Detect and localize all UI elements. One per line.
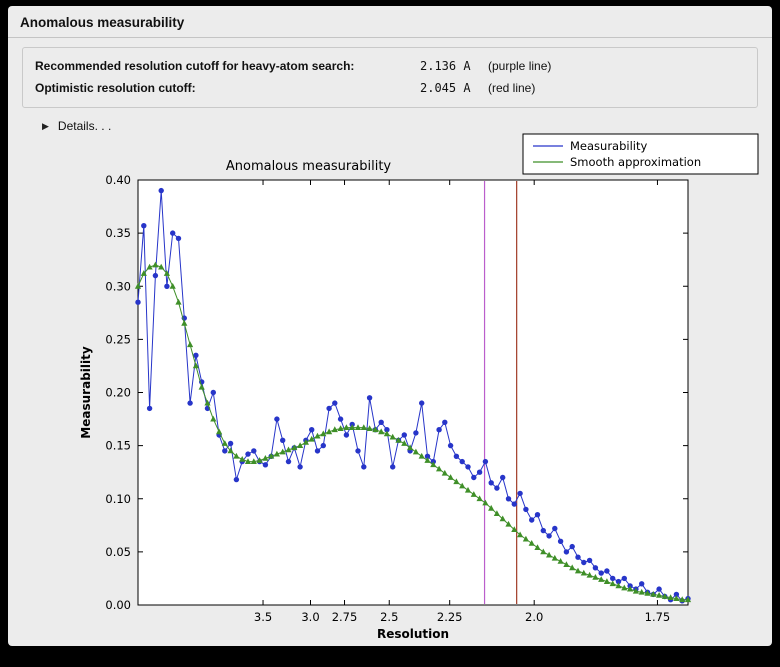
svg-text:Measurability: Measurability xyxy=(79,346,93,439)
optimistic-cutoff-value: 2.045 A xyxy=(420,81,471,95)
svg-text:0.05: 0.05 xyxy=(105,545,131,559)
anomalous-measurability-chart: 3.5 3.0 2.75 2.5 2.25 2.0 1.75 0.00 0.05 0.10 0.15… xyxy=(79,133,759,641)
svg-text:Anomalous measurability: Anomalous measurability xyxy=(226,159,392,174)
svg-text:0.10: 0.10 xyxy=(105,492,131,506)
recommended-cutoff-label: Recommended resolution cutoff for heavy-… xyxy=(35,59,355,73)
svg-text:3.0: 3.0 xyxy=(301,610,319,624)
svg-text:0.25: 0.25 xyxy=(105,332,131,346)
recommended-cutoff-note: (purple line) xyxy=(488,59,552,73)
svg-text:0.35: 0.35 xyxy=(105,226,131,240)
resolution-cutoff-panel: Recommended resolution cutoff for heavy-… xyxy=(22,47,758,108)
svg-text:2.25: 2.25 xyxy=(437,610,463,624)
svg-text:Measurability: Measurability xyxy=(570,139,647,153)
svg-text:2.5: 2.5 xyxy=(380,610,398,624)
svg-text:2.75: 2.75 xyxy=(332,610,358,624)
details-disclosure[interactable]: ▶ Details. . . xyxy=(42,119,162,133)
svg-text:0.30: 0.30 xyxy=(105,279,131,293)
recommended-cutoff-value: 2.136 A xyxy=(420,59,471,73)
svg-text:0.00: 0.00 xyxy=(105,598,131,612)
svg-text:0.20: 0.20 xyxy=(105,386,131,400)
svg-text:1.75: 1.75 xyxy=(645,610,671,624)
svg-text:0.15: 0.15 xyxy=(105,439,131,453)
svg-text:Resolution: Resolution xyxy=(377,627,449,641)
details-label: Details. . . xyxy=(57,119,112,133)
svg-text:0.40: 0.40 xyxy=(105,173,131,187)
optimistic-cutoff-label: Optimistic resolution cutoff: xyxy=(35,81,196,95)
triangle-right-icon: ▶ xyxy=(42,120,49,131)
page-title: Anomalous measurability xyxy=(8,6,772,38)
optimistic-cutoff-note: (red line) xyxy=(488,81,536,95)
svg-text:3.5: 3.5 xyxy=(254,610,272,624)
optimistic-cutoff-row: Optimistic resolution cutoff: 2.045 A (r… xyxy=(35,77,745,99)
svg-text:Smooth approximation: Smooth approximation xyxy=(570,155,701,169)
anomalous-measurability-window: Anomalous measurability Recommended reso… xyxy=(8,6,772,646)
recommended-cutoff-row: Recommended resolution cutoff for heavy-… xyxy=(35,55,745,77)
svg-text:2.0: 2.0 xyxy=(525,610,543,624)
